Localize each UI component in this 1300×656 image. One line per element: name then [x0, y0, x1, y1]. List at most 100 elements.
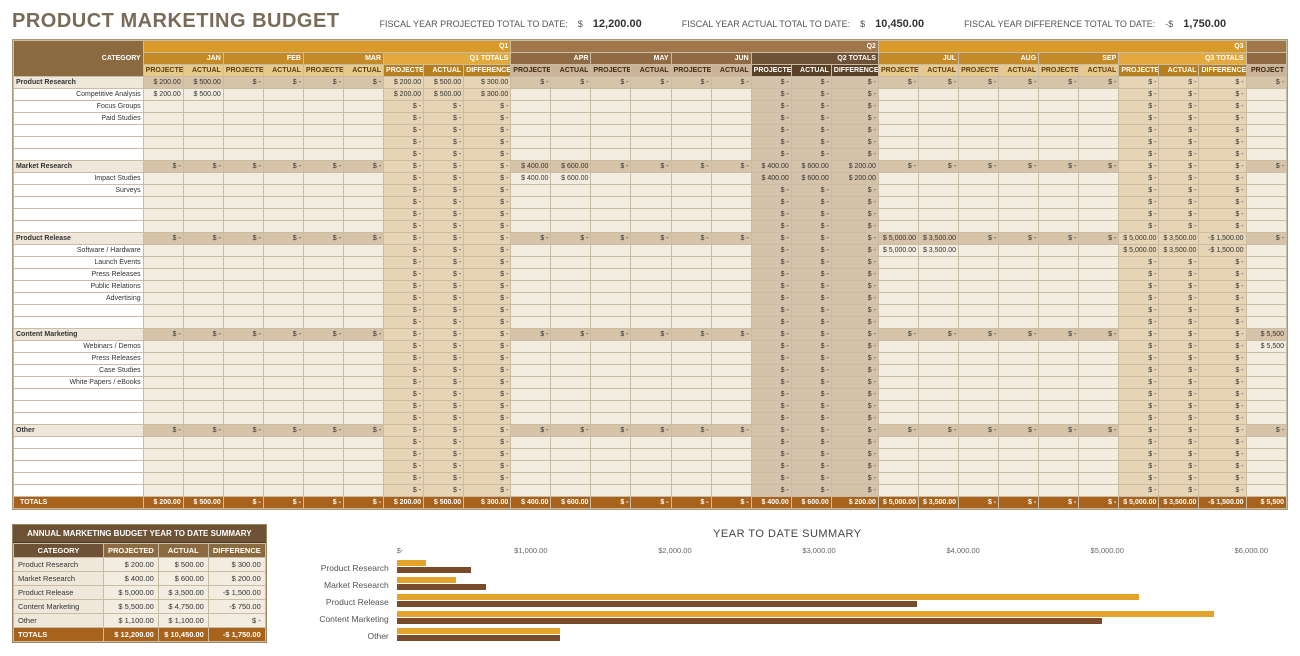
cell[interactable]: $ - [1199, 209, 1246, 221]
cell[interactable] [511, 113, 551, 125]
cell[interactable] [878, 341, 918, 353]
summary-row-value[interactable]: -$ 1,500.00 [208, 586, 265, 600]
cell[interactable] [343, 293, 383, 305]
cell[interactable] [263, 137, 303, 149]
cell[interactable]: $ - [1199, 485, 1246, 497]
cell[interactable] [878, 185, 918, 197]
cell[interactable] [223, 449, 263, 461]
cell[interactable]: $ - [999, 161, 1039, 173]
cell[interactable]: $ - [303, 233, 343, 245]
cell[interactable] [343, 257, 383, 269]
cell[interactable] [1246, 413, 1286, 425]
cell[interactable]: $ - [384, 401, 424, 413]
cell[interactable] [551, 449, 591, 461]
cell[interactable]: $ - [384, 365, 424, 377]
cell[interactable] [919, 281, 959, 293]
cell[interactable] [551, 389, 591, 401]
cell[interactable] [343, 305, 383, 317]
cell[interactable]: $ 600.00 [791, 173, 831, 185]
cell[interactable] [303, 125, 343, 137]
cell[interactable]: $ - [1199, 89, 1246, 101]
cell[interactable] [919, 89, 959, 101]
cell[interactable]: $ - [223, 77, 263, 89]
cell[interactable]: $ - [1079, 233, 1119, 245]
cell[interactable]: $ - [1199, 197, 1246, 209]
cell[interactable] [711, 473, 751, 485]
cell[interactable] [303, 317, 343, 329]
cell[interactable] [143, 413, 183, 425]
cell[interactable]: $ - [1119, 413, 1159, 425]
cell[interactable] [711, 293, 751, 305]
cell[interactable]: $ - [791, 389, 831, 401]
cell[interactable]: $ - [1159, 473, 1199, 485]
cell[interactable] [303, 365, 343, 377]
cell[interactable] [1079, 209, 1119, 221]
cell[interactable] [1246, 281, 1286, 293]
cell[interactable]: $ - [424, 413, 464, 425]
row-label[interactable]: Advertising [14, 293, 144, 305]
cell[interactable] [183, 365, 223, 377]
cell[interactable] [591, 137, 631, 149]
cell[interactable]: $ - [1039, 329, 1079, 341]
cell[interactable] [511, 125, 551, 137]
cell[interactable]: $ - [751, 113, 791, 125]
cell[interactable]: $ - [263, 233, 303, 245]
cell[interactable] [1039, 137, 1079, 149]
cell[interactable] [263, 197, 303, 209]
cell[interactable] [591, 149, 631, 161]
cell[interactable] [999, 113, 1039, 125]
cell[interactable] [631, 185, 671, 197]
cell[interactable] [1246, 269, 1286, 281]
cell[interactable] [183, 125, 223, 137]
cell[interactable]: $ - [831, 233, 878, 245]
cell[interactable]: $ - [671, 77, 711, 89]
cell[interactable] [1039, 293, 1079, 305]
cell[interactable] [143, 281, 183, 293]
cell[interactable] [223, 461, 263, 473]
cell[interactable]: $ - [791, 89, 831, 101]
cell[interactable] [959, 185, 999, 197]
cell[interactable] [959, 281, 999, 293]
cell[interactable]: $ - [303, 425, 343, 437]
cell[interactable]: $ - [751, 209, 791, 221]
cell[interactable] [511, 209, 551, 221]
cell[interactable] [223, 389, 263, 401]
cell[interactable]: $ - [464, 185, 511, 197]
cell[interactable]: $ - [464, 221, 511, 233]
cell[interactable]: $ - [1199, 113, 1246, 125]
cell[interactable] [591, 245, 631, 257]
cell[interactable]: $ - [384, 221, 424, 233]
cell[interactable] [1079, 197, 1119, 209]
cell[interactable] [223, 221, 263, 233]
cell[interactable] [143, 137, 183, 149]
cell[interactable]: $ 200.00 [384, 89, 424, 101]
cell[interactable] [711, 137, 751, 149]
cell[interactable]: $ - [424, 425, 464, 437]
cell[interactable]: $ - [424, 233, 464, 245]
cell[interactable] [143, 461, 183, 473]
cell[interactable] [303, 257, 343, 269]
cell[interactable] [343, 221, 383, 233]
cell[interactable] [711, 317, 751, 329]
summary-row-value[interactable]: $ 5,000.00 [104, 586, 159, 600]
cell[interactable]: $ - [1159, 365, 1199, 377]
cell[interactable]: $ - [1199, 125, 1246, 137]
cell[interactable]: $ - [831, 89, 878, 101]
cell[interactable] [1079, 317, 1119, 329]
cell[interactable] [959, 485, 999, 497]
cell[interactable]: $ - [303, 161, 343, 173]
row-label[interactable] [14, 437, 144, 449]
cell[interactable]: $ - [1159, 461, 1199, 473]
cell[interactable] [591, 365, 631, 377]
cell[interactable] [263, 377, 303, 389]
cell[interactable]: $ - [999, 329, 1039, 341]
cell[interactable]: $ 5,500 [1246, 341, 1286, 353]
cell[interactable]: $ - [464, 173, 511, 185]
cell[interactable] [1079, 185, 1119, 197]
cell[interactable]: $ - [424, 281, 464, 293]
cell[interactable] [343, 125, 383, 137]
cell[interactable]: $ - [791, 197, 831, 209]
cell[interactable] [631, 281, 671, 293]
cell[interactable] [959, 293, 999, 305]
cell[interactable] [919, 149, 959, 161]
